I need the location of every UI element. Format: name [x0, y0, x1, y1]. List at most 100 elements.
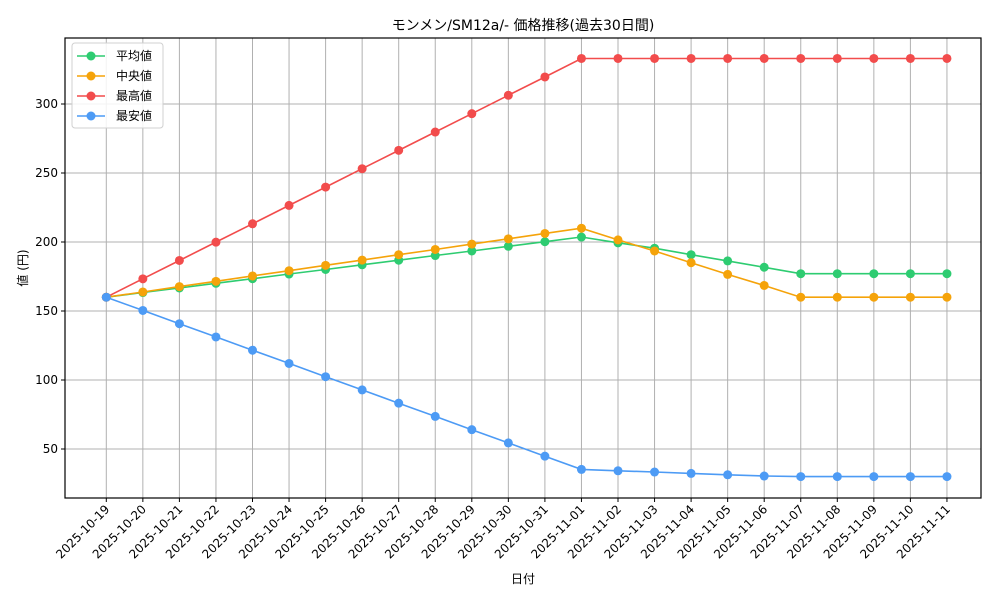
data-point-marker	[905, 269, 915, 279]
data-point-marker	[357, 255, 367, 265]
data-point-marker	[467, 239, 477, 249]
series-lines	[101, 53, 952, 482]
data-point-marker	[723, 269, 733, 279]
data-point-marker	[576, 223, 586, 233]
data-point-marker	[686, 250, 696, 260]
data-point-marker	[284, 358, 294, 368]
data-point-marker	[832, 269, 842, 279]
data-point-marker	[796, 53, 806, 63]
data-point-marker	[869, 472, 879, 482]
data-point-marker	[759, 53, 769, 63]
data-point-marker	[503, 90, 513, 100]
data-point-marker	[503, 438, 513, 448]
data-point-marker	[650, 467, 660, 477]
y-tick-label: 150	[35, 304, 58, 318]
data-point-marker	[503, 241, 513, 251]
data-point-marker	[467, 246, 477, 256]
legend-box	[71, 42, 164, 129]
data-point-marker	[174, 319, 184, 329]
data-point-marker	[467, 425, 477, 435]
data-point-marker	[284, 266, 294, 276]
data-point-marker	[430, 127, 440, 137]
y-tick-label: 300	[35, 97, 58, 111]
data-point-marker	[174, 282, 184, 292]
legend-marker-icon	[86, 91, 96, 101]
data-point-marker	[942, 472, 952, 482]
data-point-marker	[796, 472, 806, 482]
data-point-marker	[576, 53, 586, 63]
data-point-marker	[248, 219, 257, 229]
data-point-marker	[174, 255, 184, 265]
plot-frame	[64, 37, 982, 499]
x-axis-label: 日付	[511, 572, 535, 586]
data-point-marker	[248, 271, 257, 281]
data-point-marker	[503, 234, 513, 244]
data-point-marker	[832, 472, 842, 482]
legend-marker-icon	[86, 51, 96, 61]
data-point-marker	[321, 372, 331, 382]
y-axis-label: 値 (円)	[15, 249, 30, 286]
data-point-marker	[211, 276, 221, 286]
data-point-marker	[357, 164, 367, 174]
series-line	[106, 236, 947, 298]
data-point-marker	[284, 200, 294, 210]
data-point-marker	[650, 53, 660, 63]
data-point-marker	[101, 292, 111, 302]
data-point-marker	[905, 472, 915, 482]
data-point-marker	[723, 470, 733, 480]
data-point-marker	[905, 292, 915, 302]
data-point-marker	[942, 292, 952, 302]
data-point-marker	[394, 145, 404, 155]
data-point-marker	[576, 464, 586, 474]
data-point-marker	[394, 398, 404, 408]
data-point-marker	[576, 232, 586, 242]
legend-marker-icon	[86, 71, 96, 81]
data-point-marker	[650, 246, 660, 256]
data-point-marker	[138, 305, 148, 315]
data-point-marker	[394, 250, 404, 260]
chart-title: モンメン/SM12a/- 価格推移(過去30日間)	[392, 18, 655, 34]
data-point-marker	[211, 332, 221, 342]
y-tick-label: 50	[43, 442, 58, 456]
data-point-marker	[723, 256, 733, 266]
y-axis-ticks: 50 100 150 200 250 300	[35, 97, 65, 456]
grid-lines	[65, 38, 981, 498]
y-tick-label: 100	[35, 373, 58, 387]
data-point-marker	[138, 274, 148, 284]
y-tick-label: 200	[35, 235, 58, 249]
series-3	[101, 292, 952, 482]
data-point-marker	[321, 260, 331, 270]
data-point-marker	[430, 244, 440, 254]
legend-marker-icon	[86, 111, 96, 121]
data-point-marker	[796, 269, 806, 279]
data-point-marker	[613, 53, 623, 63]
data-point-marker	[686, 53, 696, 63]
data-point-marker	[613, 466, 623, 476]
series-line	[105, 57, 947, 298]
data-point-marker	[869, 269, 879, 279]
y-tick-label: 250	[35, 166, 58, 180]
series-1	[101, 223, 952, 302]
legend-label: 中央値	[116, 68, 152, 83]
data-point-marker	[759, 471, 769, 481]
data-point-marker	[686, 468, 696, 478]
data-point-marker	[248, 345, 257, 355]
data-point-marker	[723, 53, 733, 63]
legend-item: 最高値	[77, 88, 152, 103]
data-point-marker	[759, 262, 769, 272]
legend-label: 平均値	[116, 48, 152, 63]
data-point-marker	[905, 53, 915, 63]
data-point-marker	[832, 53, 842, 63]
data-point-marker	[942, 53, 952, 63]
series-line	[106, 296, 947, 478]
data-point-marker	[832, 292, 842, 302]
data-point-marker	[540, 237, 550, 247]
series-line	[106, 227, 947, 299]
data-point-marker	[869, 292, 879, 302]
data-point-marker	[613, 235, 623, 245]
data-point-marker	[430, 411, 440, 421]
legend-label: 最安値	[116, 108, 152, 123]
legend-item: 平均値	[77, 48, 152, 63]
